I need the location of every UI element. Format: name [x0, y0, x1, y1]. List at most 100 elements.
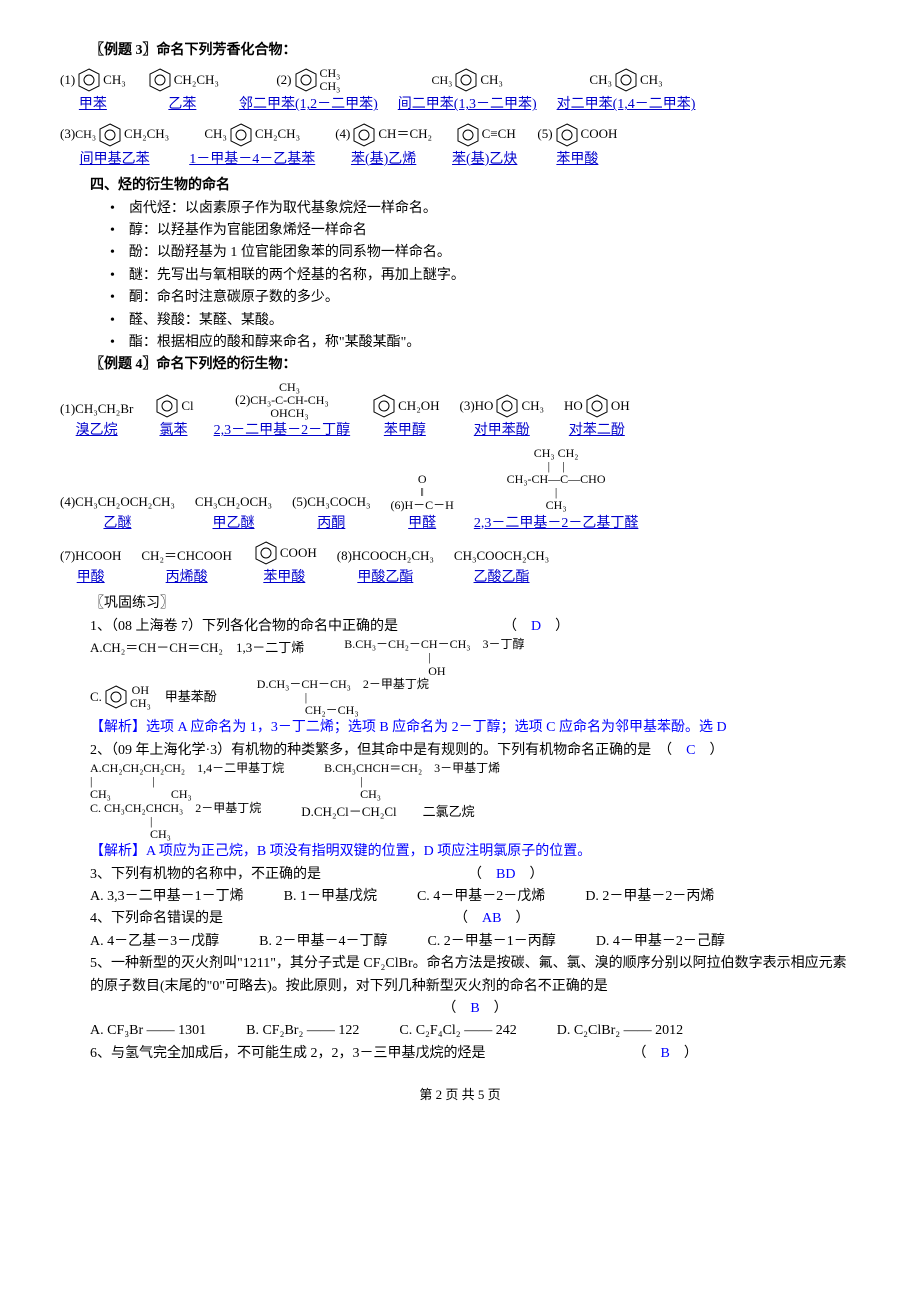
- benzene-icon: [227, 121, 255, 149]
- ex3-item-9: C≡CH 苯(基)乙炔: [452, 121, 517, 171]
- bullet-ether: • 醚：先写出与氧相联的两个烃基的名称，再加上醚字。: [110, 265, 860, 287]
- q5-optC: C. C₂F₄Cl₂ —— 242: [399, 1020, 516, 1042]
- q2-optA: A.CH₂CH₂CH₂CH₂ 1,4－二甲基丁烷| |CH₃ CH₃: [90, 762, 284, 802]
- ethyl-formate-formula: (8)HCOOCH₂CH₃: [337, 546, 434, 567]
- cooh-side: COOH: [581, 124, 618, 145]
- bullet-phenol: • 酚：以酚羟基为 1 位官能团象苯的同系物一样命名。: [110, 242, 860, 264]
- q5-optB: B. CF₂Br₂ —— 122: [246, 1020, 359, 1042]
- q5-answer: B: [470, 1001, 479, 1016]
- benzene-icon: [96, 121, 124, 149]
- sub-ch3: CH₃: [103, 70, 126, 91]
- q5-optD: D. C₂ClBr₂ —— 2012: [557, 1020, 683, 1042]
- para-right: CH₃: [640, 70, 663, 91]
- ethyl-acetate-formula: CH₃COOCH₂CH₃: [454, 546, 549, 567]
- sec4-bullets: • 卤代烃：以卤素原子作为取代基象烷烃一样命名。 • 醇：以羟基作为官能团象烯烃…: [60, 198, 860, 355]
- q3-optD: D. 2－甲基－2－丙烯: [585, 886, 714, 908]
- sec4-title: 四、烃的衍生物的命名: [60, 175, 860, 197]
- q4-answer: AB: [482, 911, 501, 926]
- q1-optB: B.CH₃－CH₂－CH－CH₃ 3－丁醇 | OH: [344, 638, 524, 678]
- ex4-row3: (7)HCOOH 甲酸 CH₂＝CHCOOH 丙烯酸 COOH 苯甲酸 (8)H…: [60, 539, 860, 589]
- q5-options: A. CF₃Br —— 1301 B. CF₂Br₂ —— 122 C. C₂F…: [90, 1020, 860, 1042]
- label-3: (3): [60, 124, 75, 145]
- ex4-item-8a: (8)HCOOCH₂CH₃ 甲酸乙酯: [337, 546, 434, 589]
- cl-sub: Cl: [181, 396, 193, 417]
- ans-o-xylene: 邻二甲苯(1,2－二甲苯): [239, 94, 378, 116]
- ans-styrene: 苯(基)乙烯: [351, 149, 416, 171]
- ans-p-cresol: 对甲苯酚: [474, 420, 530, 442]
- q4-stem: 4、下列命名错误的是 （ AB ）: [90, 908, 860, 930]
- chch2-side: CH＝CH₂: [378, 124, 432, 145]
- ex4-item-cl: Cl 氯苯: [153, 392, 193, 442]
- ans-phenylacetylene: 苯(基)乙炔: [452, 149, 517, 171]
- label-4: (4): [335, 124, 350, 145]
- meta-side: CH₃: [480, 70, 503, 91]
- q5-ans-line: （ B ）: [90, 998, 860, 1020]
- ortho-sub: CH₃CH₃: [320, 67, 341, 93]
- label-item2: (2): [235, 390, 250, 411]
- formaldehyde-struct: O‖ (6)H－C－H: [391, 473, 454, 513]
- ans-1m4e-benzene: 1－甲基－4－乙基苯: [189, 149, 315, 171]
- ex3-item-5: CH₃ CH₃ 对二甲苯(1,4－二甲苯): [557, 66, 696, 116]
- ans-big-aldehyde: 2,3－二甲基－2－乙基丁醛: [474, 513, 639, 535]
- ans-methylethyl-ether: 甲乙醚: [213, 513, 255, 535]
- benzene-icon: [102, 683, 130, 711]
- ch3-sub: CH₃: [521, 396, 544, 417]
- q4-optA: A. 4－乙基－3－戊醇: [90, 931, 219, 953]
- ans-formic-acid: 甲酸: [77, 567, 105, 589]
- q5-stem: 5、一种新型的灭火剂叫"1211"，其分子式是 CF₂ClBr。命名方法是按碳、…: [90, 953, 860, 998]
- bullet-aldehyde: • 醛、羧酸：某醛、某酸。: [110, 310, 860, 332]
- ex4-row1: (1)CH₃CH₂Br 溴乙烷 Cl 氯苯 (2) CH₃ CH₃-C-CH-C…: [60, 381, 860, 443]
- ex4-item-benzoic: COOH 苯甲酸: [252, 539, 317, 589]
- ans-acrylic-acid: 丙烯酸: [166, 567, 208, 589]
- benzene-icon: [146, 66, 174, 94]
- big-aldehyde-struct: CH₃ CH₂| | CH₃-CH—C—CHO| CH₃: [507, 447, 606, 513]
- ans-ethyl-acetate: 乙酸乙酯: [474, 567, 530, 589]
- ans-diethyl-ether: 乙醚: [103, 513, 131, 535]
- ex4-item-methylethyl: CH₃CH₂OCH₃ 甲乙醚: [195, 492, 272, 535]
- benzene-icon: [292, 66, 320, 94]
- q3-optC: C. 4－甲基－2－戊烯: [417, 886, 545, 908]
- q1-stem: 1、（08 上海卷 7）下列各化合物的命名中正确的是 （ D ）: [90, 616, 860, 638]
- cooh-sub2: COOH: [280, 543, 317, 564]
- label-1: (1): [60, 70, 75, 91]
- ex4-item-5: (5)CH₃COCH₃ 丙酮: [292, 492, 370, 535]
- practice-title: 〖巩固练习〗: [60, 593, 860, 615]
- ex3-item-10: (5) COOH 苯甲酸: [537, 121, 617, 171]
- q2-options-2: C. CH₃CH₂CHCH₃ 2－甲基丁烷 | CH₃ D.CH₂Cl－CH₂C…: [90, 802, 860, 842]
- q3-options: A. 3,3－二甲基－1－丁烯 B. 1－甲基戊烷 C. 4－甲基－2－戊烯 D…: [90, 886, 860, 908]
- ans-acetone: 丙酮: [317, 513, 345, 535]
- ex4-title: 〖例题 4〗命名下列烃的衍生物：: [60, 354, 860, 376]
- ex3-row2: (3) CH₃ CH₂CH₃ 间甲基乙苯 CH₃ CH₂CH₃ 1－甲基－4－乙…: [60, 121, 860, 171]
- ex3-item-8: (4) CH＝CH₂ 苯(基)乙烯: [335, 121, 432, 171]
- ch2ch3-side: CH₂CH₃: [124, 124, 169, 145]
- ans-ethylbenzene: 乙苯: [168, 94, 196, 116]
- q2-answer: C: [686, 743, 695, 758]
- cch-side: C≡CH: [482, 124, 516, 145]
- ex4-item-1: (1)CH₃CH₂Br 溴乙烷: [60, 399, 133, 442]
- benzene-icon: [553, 121, 581, 149]
- ch3-top: CH₃: [75, 127, 96, 141]
- oh-right: OH: [611, 396, 630, 417]
- ex3-item-4: CH₃ CH₃ 间二甲苯(1,3－二甲苯): [398, 66, 537, 116]
- ex4-row2: (4)CH₃CH₂OCH₂CH₃ 乙醚 CH₃CH₂OCH₃ 甲乙醚 (5)CH…: [60, 447, 860, 535]
- ans-ethyl-formate: 甲酸乙酯: [357, 567, 413, 589]
- tert-butanol-struct: CH₃ CH₃-C-CH-CH₃ OHCH₃: [250, 381, 328, 421]
- ex4-item-2: (2) CH₃ CH₃-C-CH-CH₃ OHCH₃ 2,3－二甲基－2－丁醇: [214, 381, 351, 443]
- ex3-title: 〖例题 3〗命名下列芳香化合物：: [60, 40, 860, 62]
- q4-options: A. 4－乙基－3－戊醇 B. 2－甲基－4－丁醇 C. 2－甲基－1－丙醇 D…: [90, 931, 860, 953]
- ans-m-methylethylbenzene: 间甲基乙苯: [80, 149, 150, 171]
- ans-m-xylene: 间二甲苯(1,3－二甲苯): [398, 94, 537, 116]
- ans-benzoic-acid: 苯甲酸: [556, 149, 598, 171]
- benzene-icon: [583, 392, 611, 420]
- methylethyl-ether-formula: CH₃CH₂OCH₃: [195, 492, 272, 513]
- q6-stem: 6、与氢气完全加成后，不可能生成 2，2，3－三甲基戊烷的烃是 （ B ）: [90, 1043, 860, 1065]
- benzene-icon: [493, 392, 521, 420]
- ex3-item-3: (2) CH₃CH₃ 邻二甲苯(1,2－二甲苯): [239, 66, 378, 116]
- ans-benzyl-alcohol: 苯甲醇: [384, 420, 426, 442]
- ans-23dim2butanol: 2,3－二甲基－2－丁醇: [214, 420, 351, 442]
- ex4-item-3: (3)HO CH₃ 对甲苯酚: [460, 392, 545, 442]
- ex3-item-2: CH₂CH₃ 乙苯: [146, 66, 219, 116]
- ho-left: HO: [564, 396, 583, 417]
- page-footer: 第 2 页 共 5 页: [60, 1085, 860, 1106]
- label-3ho: (3)HO: [460, 396, 494, 417]
